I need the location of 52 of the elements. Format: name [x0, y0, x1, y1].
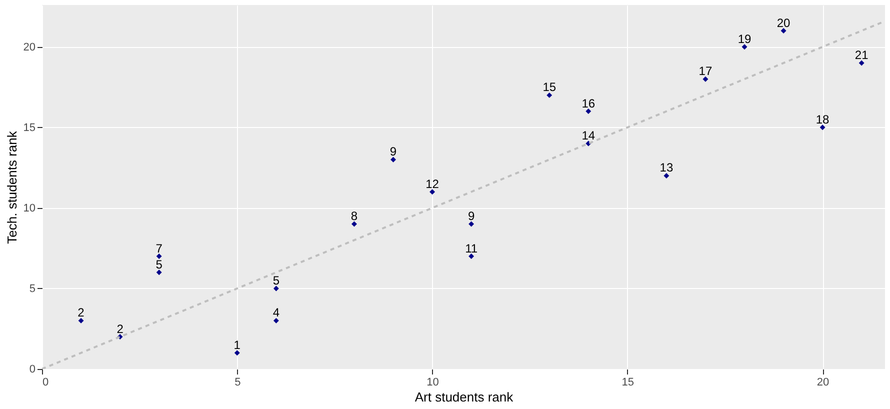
- point: [858, 60, 864, 66]
- annotation: 16: [582, 96, 596, 110]
- annotation: 14: [582, 128, 596, 143]
- annotation: 1: [234, 338, 241, 352]
- annotation: 13: [660, 160, 674, 175]
- annotation: 2: [116, 322, 124, 336]
- annotation: 5: [272, 273, 280, 288]
- point: [351, 221, 357, 227]
- point: [468, 254, 474, 259]
- point: [664, 172, 670, 178]
- x-tick-label: 5: [234, 376, 241, 388]
- point: [780, 28, 786, 34]
- annotation: 2: [78, 306, 85, 320]
- point: [273, 318, 279, 324]
- x-tick-label: 20: [816, 376, 830, 388]
- annotation: 9: [468, 209, 475, 224]
- point: [156, 254, 162, 259]
- y-tick-label: 15: [23, 122, 36, 134]
- point: [586, 108, 592, 114]
- annotation: 18: [816, 112, 830, 126]
- y-tick-label: 20: [23, 41, 36, 54]
- point: [156, 270, 162, 276]
- point: [273, 286, 279, 292]
- annotation: 5: [156, 257, 163, 272]
- point: [702, 76, 708, 82]
- x-axis-title: Art students rank: [414, 390, 514, 404]
- x-tick-label: 15: [622, 376, 634, 388]
- annotation: 11: [465, 241, 478, 256]
- x-tick-label: 0: [42, 376, 49, 388]
- point: [430, 189, 436, 195]
- annotation: 9: [390, 144, 397, 159]
- point: [820, 124, 826, 130]
- point: [234, 350, 240, 356]
- annotation: 20: [776, 16, 791, 30]
- point: [78, 318, 84, 324]
- point: [390, 156, 396, 162]
- annotation: 8: [350, 209, 358, 224]
- annotation: 7: [156, 241, 163, 256]
- x-tick-label: 10: [426, 376, 439, 388]
- point: [742, 44, 748, 50]
- annotation: 12: [426, 176, 440, 191]
- point: [468, 221, 474, 227]
- y-tick-label: 5: [29, 282, 36, 295]
- annotation: 15: [542, 80, 556, 94]
- annotation: 4: [272, 306, 280, 320]
- annotation: 21: [854, 48, 869, 62]
- y-tick-label: 10: [23, 202, 36, 214]
- y-tick-label: 0: [29, 364, 36, 376]
- y-axis-title: Tech. students rank: [4, 130, 20, 244]
- annotation: 19: [738, 32, 752, 46]
- point: [546, 92, 552, 98]
- annotation: 17: [698, 64, 712, 78]
